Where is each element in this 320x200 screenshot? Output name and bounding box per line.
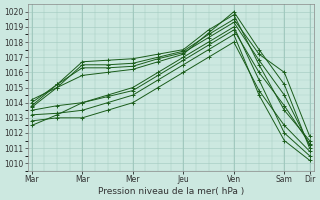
X-axis label: Pression niveau de la mer( hPa ): Pression niveau de la mer( hPa ) <box>98 187 244 196</box>
